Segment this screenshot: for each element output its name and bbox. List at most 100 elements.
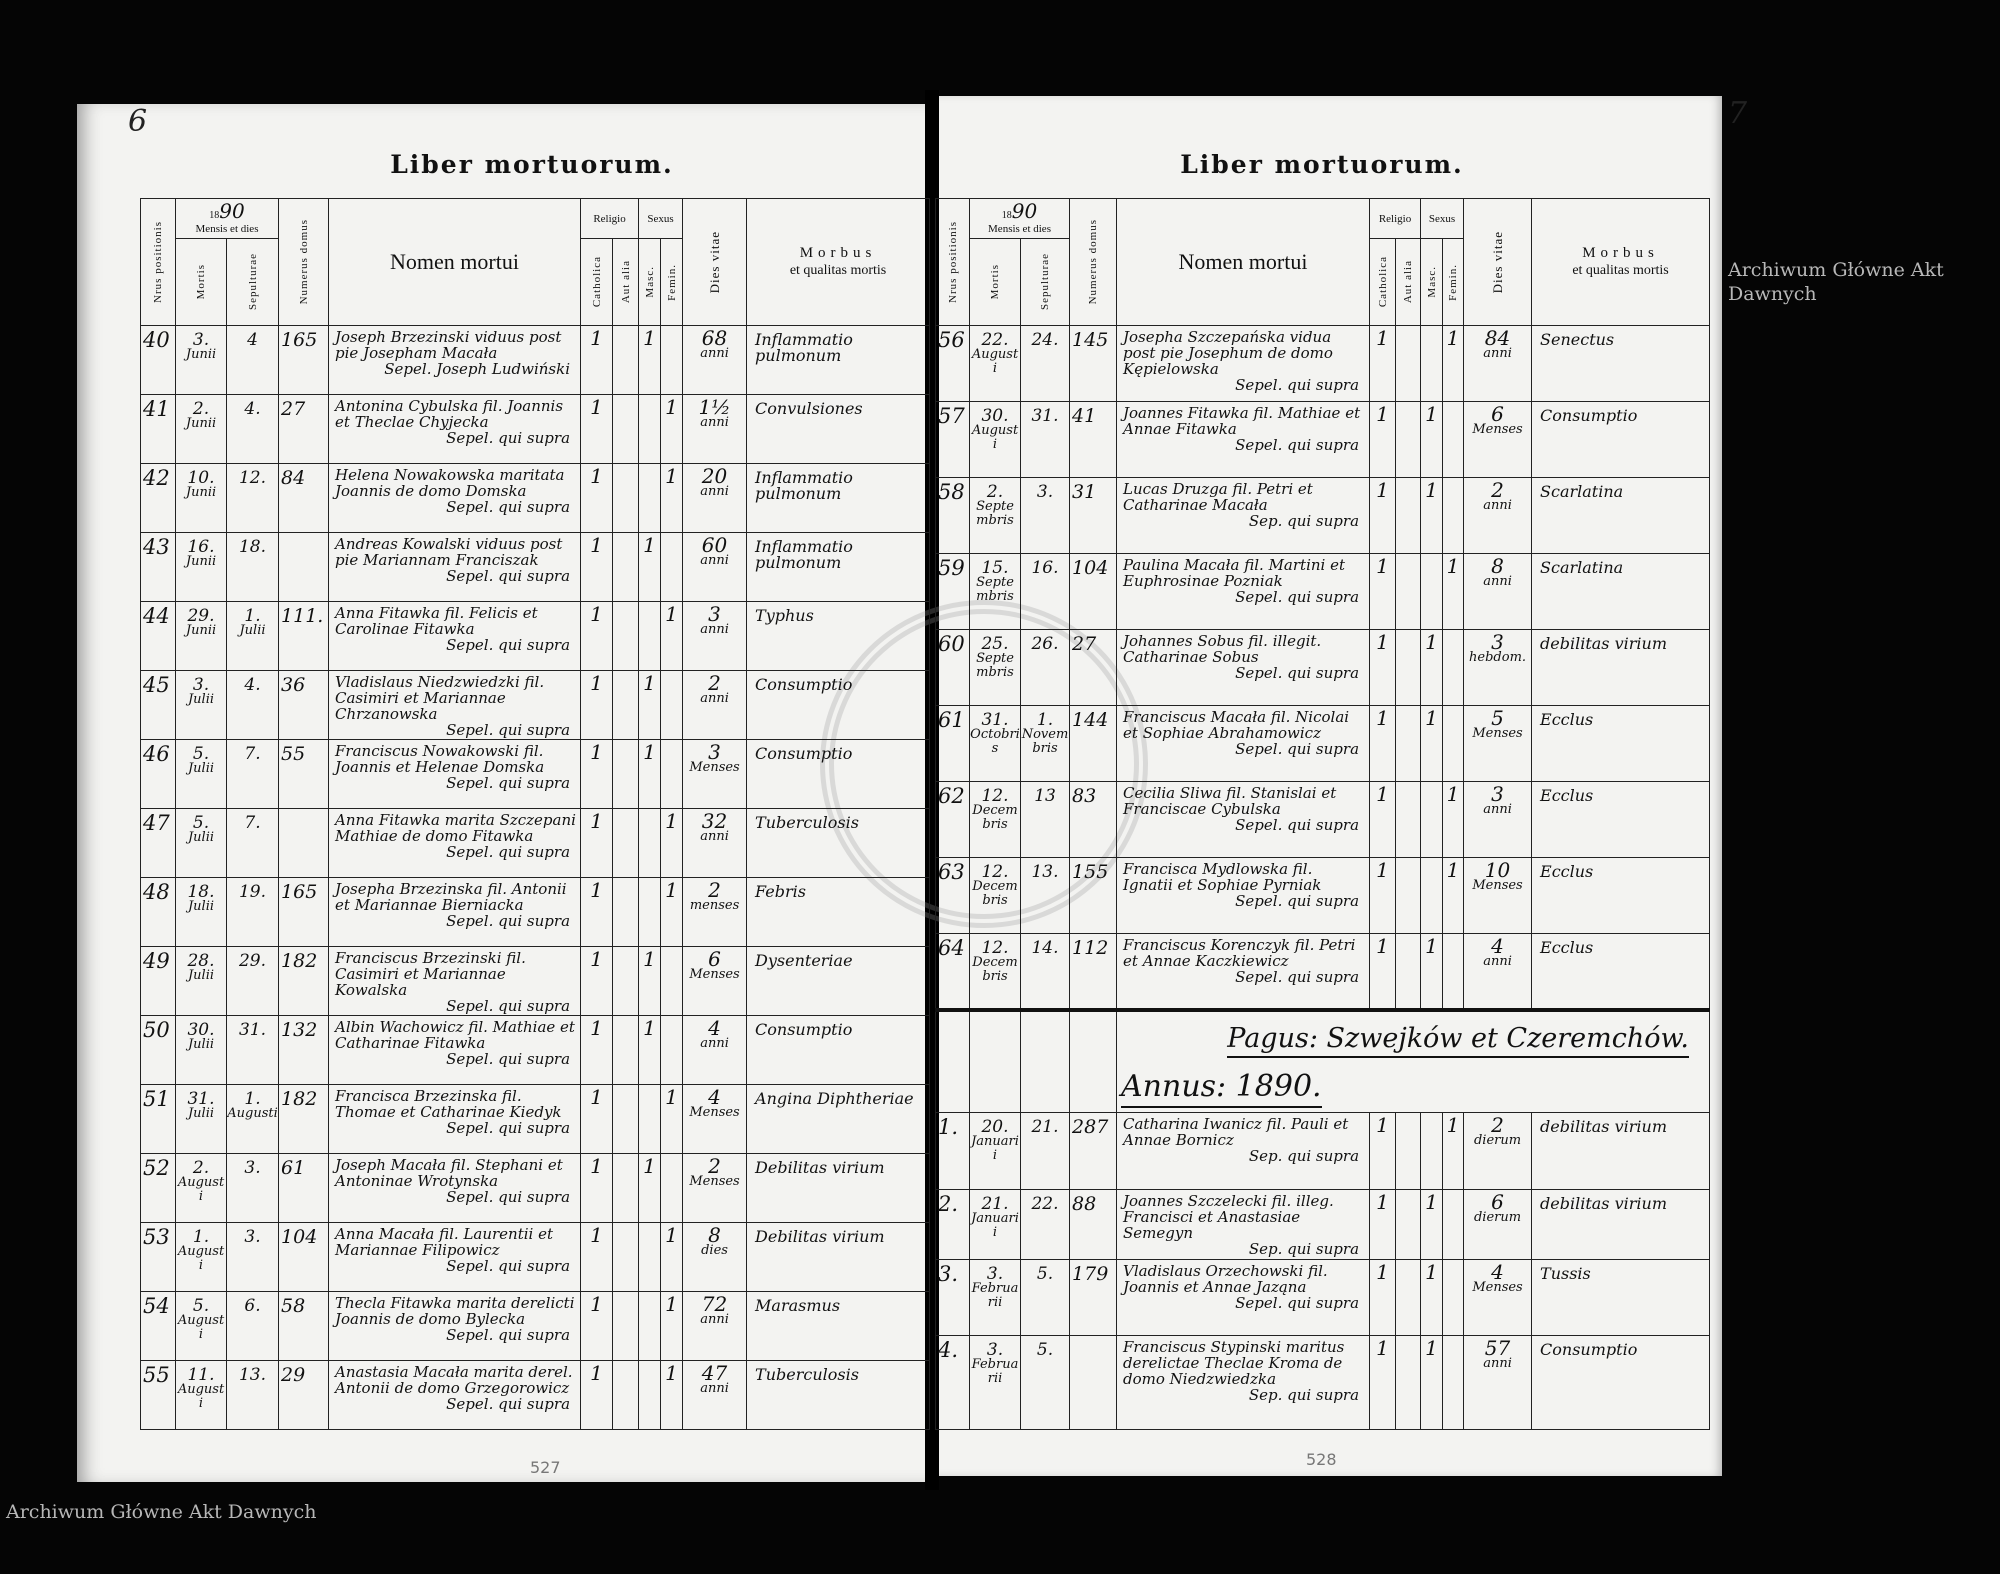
annus-heading: Annus: 1890.	[1121, 1068, 1322, 1108]
age: 8 anni	[1463, 553, 1533, 630]
date-of-burial: 26.	[1019, 629, 1071, 706]
religion-catholic: 1	[1369, 933, 1397, 1010]
religion-other	[1395, 1258, 1422, 1336]
date-of-burial: 3.	[225, 1222, 280, 1292]
sex-male	[638, 1291, 662, 1361]
date-of-death: 15. Septembris	[969, 553, 1021, 630]
date-of-death: 22. Augusti	[969, 325, 1021, 402]
religion-other	[612, 739, 640, 809]
cause-of-death: Febris	[746, 877, 931, 947]
cause-of-death: Senectus	[1531, 325, 1711, 402]
house-number: 111.	[278, 601, 330, 671]
sex-male: 1	[1420, 401, 1444, 478]
name-of-deceased: Vladislaus Orzechowski fil. Joannis et A…	[1116, 1258, 1371, 1336]
sex-female: 1	[660, 1222, 684, 1292]
cause-of-death: Marasmus	[746, 1291, 931, 1361]
register-entry: 4. 3. Februarii 5. Franciscus Stypinski m…	[935, 1334, 1711, 1430]
sex-male	[1420, 857, 1444, 934]
register-entry: 47 5. Julii 7. Anna Fitawka marita Szczep…	[140, 808, 931, 878]
entry-number: 42	[140, 463, 176, 533]
register-entry: 40 3. Junii 4 165 Joseph Brzezinski viduu…	[140, 325, 931, 395]
age: 6 dierum	[1463, 1188, 1533, 1260]
name-of-deceased: Francisca Mydlowska fil. Ignatii et Soph…	[1116, 857, 1371, 934]
burial-note: Sepel. Joseph Ludwiński	[384, 360, 571, 378]
house-number	[1069, 1334, 1118, 1430]
religion-catholic: 1	[580, 739, 614, 809]
burial-note: Sepel. qui supra	[446, 912, 571, 930]
sex-male	[1420, 781, 1444, 858]
sex-female	[660, 946, 684, 1016]
date-of-burial: 1. Augusti	[225, 1084, 280, 1154]
house-number: 41	[1069, 401, 1118, 478]
religion-catholic: 1	[580, 1015, 614, 1085]
cause-of-death: Dysenteriae	[746, 946, 931, 1016]
header-mortis: Mortis	[175, 238, 227, 326]
cause-of-death: Debilitas virium	[746, 1153, 931, 1223]
name-of-deceased: Franciscus Korenczyk fil. Petri et Annae…	[1116, 933, 1371, 1010]
cause-of-death: Convulsiones	[746, 394, 931, 464]
name-of-deceased: Josepha Brzezinska fil. Antonii et Maria…	[328, 877, 582, 947]
name-of-deceased: Lucas Druzga fil. Petri et Catharinae Ma…	[1116, 477, 1371, 554]
burial-note: Sep. qui supra	[1248, 1146, 1360, 1165]
sex-female	[660, 532, 684, 602]
burial-note: Sepel. qui supra	[446, 1119, 571, 1137]
entry-number: 52	[140, 1153, 176, 1223]
name-of-deceased: Anna Fitawka marita Szczepani Mathiae de…	[328, 808, 582, 878]
cause-of-death: debilitas virium	[1531, 1111, 1711, 1190]
date-of-death: 20. Januarii	[969, 1111, 1021, 1190]
burial-note: Sep. qui supra	[1248, 1385, 1360, 1404]
name-of-deceased: Joannes Fitawka fil. Mathiae et Annae Fi…	[1116, 401, 1371, 478]
date-of-burial: 12.	[225, 463, 280, 533]
register-entry: 51 31. Julii 1. Augusti 182 Francisca Brze…	[140, 1084, 931, 1154]
house-number: 287	[1069, 1111, 1118, 1190]
entry-number: 46	[140, 739, 176, 809]
section-heading: Pagus: Szwejków et Czeremchów. Annus: 18…	[1116, 1007, 1711, 1113]
sex-female: 1	[1442, 1111, 1465, 1190]
date-of-death: 5. Augusti	[175, 1291, 227, 1361]
cause-of-death: Consumptio	[746, 670, 931, 740]
age: 32 anni	[682, 808, 748, 878]
entry-number: 41	[140, 394, 176, 464]
age: 3 anni	[1463, 781, 1533, 858]
register-table-right: Nrus positionis 1890 Mensis et dies Nume…	[935, 198, 1711, 1430]
date-of-burial: 4.	[225, 394, 280, 464]
date-of-death: 30. Julii	[175, 1015, 227, 1085]
age: 4 Menses	[682, 1084, 748, 1154]
religion-catholic: 1	[580, 325, 614, 395]
age: 2 dierum	[1463, 1111, 1533, 1190]
religion-other	[612, 1084, 640, 1154]
house-number: 29	[278, 1360, 330, 1430]
age: 1½ anni	[682, 394, 748, 464]
house-number: 36	[278, 670, 330, 740]
register-entry: 60 25. Septembris 26. 27 Johannes Sobus f…	[935, 629, 1711, 706]
date-of-death: 21. Januarii	[969, 1188, 1021, 1260]
religion-other	[612, 532, 640, 602]
cause-of-death: Consumptio	[1531, 401, 1711, 478]
house-number: 88	[1069, 1188, 1118, 1260]
date-of-burial: 3.	[225, 1153, 280, 1223]
name-of-deceased: Franciscus Macała fil. Nicolai et Sophia…	[1116, 705, 1371, 782]
burial-note: Sepel. qui supra	[1235, 816, 1360, 834]
section-heading-row: Pagus: Szwejków et Czeremchów. Annus: 18…	[935, 1007, 1711, 1113]
sex-male: 1	[638, 670, 662, 740]
religion-other	[612, 877, 640, 947]
cause-of-death: debilitas virium	[1531, 629, 1711, 706]
cause-of-death: Scarlatina	[1531, 477, 1711, 554]
date-of-burial: 18.	[225, 532, 280, 602]
religion-other	[612, 325, 640, 395]
sex-male: 1	[638, 739, 662, 809]
burial-note: Sepel. qui supra	[446, 429, 571, 447]
name-of-deceased: Anna Macała fil. Laurentii et Mariannae …	[328, 1222, 582, 1292]
header-year: 1890	[1001, 199, 1038, 224]
age: 72 anni	[682, 1291, 748, 1361]
religion-catholic: 1	[1369, 1258, 1397, 1336]
sex-male	[638, 1084, 662, 1154]
religion-other	[612, 1015, 640, 1085]
religion-other	[1395, 933, 1422, 1010]
header-femin: Femin.	[1442, 238, 1465, 326]
religion-catholic: 1	[580, 1291, 614, 1361]
header-sexus: Sexus	[638, 198, 684, 239]
entry-number: 48	[140, 877, 176, 947]
name-of-deceased: Josepha Szczepańska vidua post pie Josep…	[1116, 325, 1371, 402]
age: 2 Menses	[682, 1153, 748, 1223]
